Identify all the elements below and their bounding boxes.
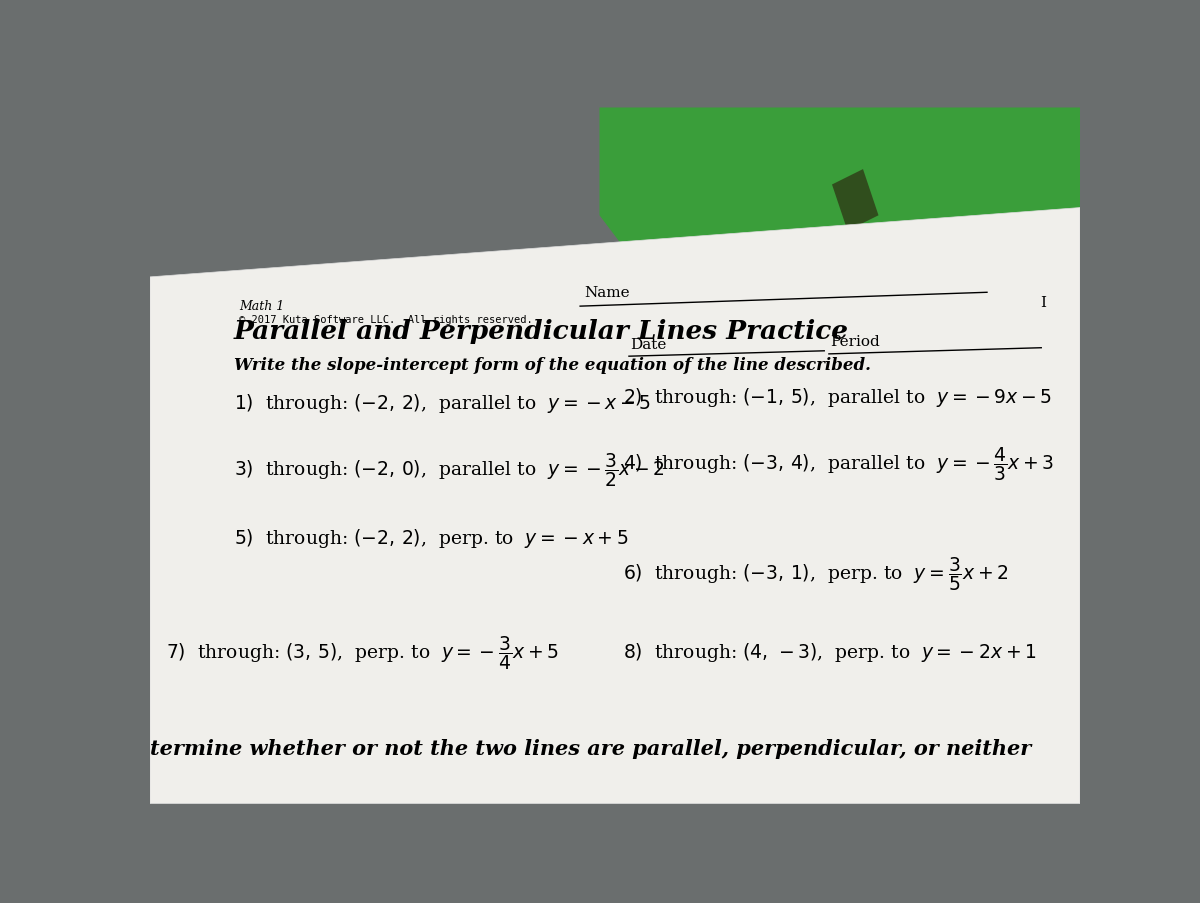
Text: $6)$  through: $(-3,\,1)$,  perp. to  $y = \dfrac{3}{5}x + 2$: $6)$ through: $(-3,\,1)$, perp. to $y = …	[623, 555, 1008, 593]
Text: Parallel and Perpendicular Lines Practice: Parallel and Perpendicular Lines Practic…	[234, 319, 848, 344]
Text: Name: Name	[584, 286, 630, 300]
Text: $2)$  through: $(-1,\,5)$,  parallel to  $y = -9x - 5$: $2)$ through: $(-1,\,5)$, parallel to $y…	[623, 386, 1051, 409]
Text: $8)$  through: $(4,\,-3)$,  perp. to  $y = -2x + 1$: $8)$ through: $(4,\,-3)$, perp. to $y = …	[623, 640, 1037, 664]
Text: © 2017 Kuta Software LLC.  All rights reserved.: © 2017 Kuta Software LLC. All rights res…	[239, 314, 533, 324]
Polygon shape	[600, 108, 1080, 308]
Text: I: I	[1039, 296, 1045, 310]
Text: $7)$  through: $(3,\,5)$,  perp. to  $y = -\dfrac{3}{4}x + 5$: $7)$ through: $(3,\,5)$, perp. to $y = -…	[166, 634, 558, 671]
Text: Period: Period	[830, 334, 881, 349]
Text: Math 1: Math 1	[239, 300, 284, 312]
Text: Write the slope-intercept form of the equation of the line described.: Write the slope-intercept form of the eq…	[234, 357, 870, 374]
Polygon shape	[150, 209, 1080, 804]
Text: termine whether or not the two lines are parallel, perpendicular, or neither: termine whether or not the two lines are…	[150, 739, 1031, 759]
Text: $5)$  through: $(-2,\,2)$,  perp. to  $y = -x + 5$: $5)$ through: $(-2,\,2)$, perp. to $y = …	[234, 526, 628, 550]
Text: $3)$  through: $(-2,\,0)$,  parallel to  $y = -\dfrac{3}{2}x - 2$: $3)$ through: $(-2,\,0)$, parallel to $y…	[234, 451, 665, 489]
Text: $4)$  through: $(-3,\,4)$,  parallel to  $y = -\dfrac{4}{3}x + 3$: $4)$ through: $(-3,\,4)$, parallel to $y…	[623, 445, 1054, 483]
Text: Date: Date	[630, 338, 667, 351]
Text: $1)$  through: $(-2,\,2)$,  parallel to  $y = -x - 5$: $1)$ through: $(-2,\,2)$, parallel to $y…	[234, 391, 650, 414]
Polygon shape	[832, 170, 878, 231]
